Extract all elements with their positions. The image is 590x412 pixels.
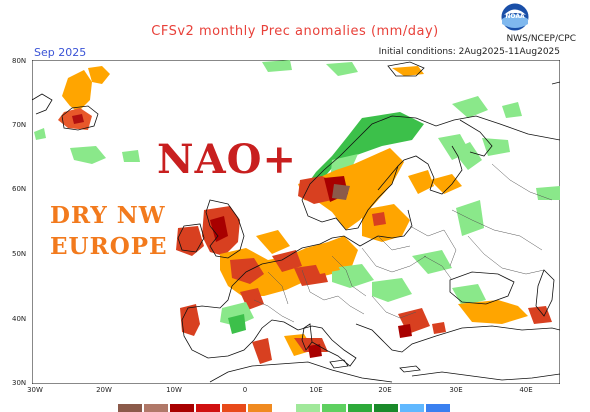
- anomaly-ukraine-wet: [412, 250, 452, 274]
- lon-label-10w: 10W: [166, 386, 182, 394]
- anomaly-russia-wet: [452, 142, 482, 170]
- lat-label-60n: 60N: [12, 185, 27, 193]
- anomaly-kola-wet-2: [502, 102, 522, 118]
- agency-label: NWS/NCEP/CPC: [506, 34, 576, 44]
- forecast-month: Sep 2025: [34, 46, 87, 59]
- legend-swatch: [426, 404, 450, 412]
- anomaly-arctic-wet: [326, 62, 358, 76]
- lon-label-20e: 20E: [378, 386, 392, 394]
- lon-label-30w: 30W: [27, 386, 43, 394]
- legend-swatch: [348, 404, 372, 412]
- legend-swatch: [222, 404, 246, 412]
- lat-label-30n: 30N: [12, 379, 27, 387]
- legend-swatch: [322, 404, 346, 412]
- lon-label-20w: 20W: [96, 386, 112, 394]
- lon-label-40e: 40E: [519, 386, 533, 394]
- lon-label-30e: 30E: [449, 386, 463, 394]
- anomaly-central-europe-wet: [332, 264, 374, 288]
- anomaly-balkans-wet: [372, 278, 412, 302]
- anomaly-svalbard: [392, 66, 424, 76]
- legend-swatch: [144, 404, 168, 412]
- anomaly-arctic-wet-2: [262, 60, 292, 72]
- legend-swatch: [170, 404, 194, 412]
- anomaly-russia-wet-4: [456, 200, 484, 236]
- coastlines: [32, 61, 560, 383]
- lon-label-10e: 10E: [309, 386, 323, 394]
- color-legend: [118, 404, 452, 412]
- anomaly-med-dry: [252, 252, 552, 364]
- initial-conditions: Initial conditions: 2Aug2025-11Aug2025: [378, 47, 560, 57]
- dry-nw-europe-annotation: DRY NW EUROPE: [50, 200, 168, 262]
- anomaly-kola-wet: [452, 96, 488, 118]
- legend-swatch: [196, 404, 220, 412]
- noaa-logo-icon: NOAA: [498, 2, 532, 32]
- lat-label-40n: 40N: [12, 315, 27, 323]
- anomaly-iberia-dry: [180, 288, 264, 336]
- dry-annotation-line1: DRY NW: [50, 202, 166, 229]
- lat-label-80n: 80N: [12, 57, 27, 65]
- legend-swatch: [296, 404, 320, 412]
- anomaly-iceland-dry: [58, 66, 110, 130]
- nao-plus-annotation: NAO+: [157, 136, 297, 183]
- anomaly-scandinavia-dry: [298, 148, 462, 230]
- country-borders: [253, 163, 553, 323]
- lat-label-50n: 50N: [12, 250, 27, 258]
- lon-label-0: 0: [242, 386, 248, 394]
- legend-swatch: [118, 404, 142, 412]
- anomaly-atlantic-wet-2: [122, 150, 140, 162]
- legend-swatch: [400, 404, 424, 412]
- anomaly-atlantic-wet-3: [34, 128, 46, 140]
- anomaly-nw-europe-dry: [176, 204, 410, 296]
- anomaly-atlantic-wet: [70, 146, 106, 164]
- legend-swatch: [374, 404, 398, 412]
- dry-annotation-line2: EUROPE: [50, 233, 168, 260]
- legend-swatch: [274, 404, 294, 412]
- anomaly-russia-wet-3: [536, 186, 560, 200]
- map-title: CFSv2 monthly Prec anomalies (mm/day): [151, 24, 439, 39]
- precip-anomaly-map: [32, 60, 560, 384]
- legend-swatch: [248, 404, 272, 412]
- svg-text:NOAA: NOAA: [505, 13, 525, 20]
- lat-label-70n: 70N: [12, 121, 27, 129]
